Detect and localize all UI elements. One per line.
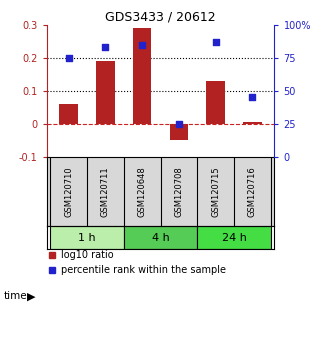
Bar (170, 124, 188, 140)
Point (250, 95, 255, 100)
Text: time: time (3, 291, 27, 301)
Text: log10 ratio: log10 ratio (61, 250, 114, 261)
Point (213, 39, 218, 45)
Text: 24 h: 24 h (221, 233, 247, 242)
Text: GSM120708: GSM120708 (174, 166, 183, 217)
Bar (133, 28, 151, 124)
Point (140, 42, 145, 47)
Text: percentile rank within the sample: percentile rank within the sample (61, 265, 226, 275)
Bar (243, 122, 262, 124)
Point (103, 44, 108, 50)
Text: 1 h: 1 h (78, 233, 96, 242)
Bar (96, 61, 115, 124)
Title: GDS3433 / 20612: GDS3433 / 20612 (105, 11, 216, 24)
Bar (59, 104, 78, 124)
Text: GSM120648: GSM120648 (138, 166, 147, 217)
Text: GSM120710: GSM120710 (64, 166, 73, 217)
Text: 4 h: 4 h (152, 233, 169, 242)
Bar (197, 226, 271, 250)
Text: GSM120715: GSM120715 (211, 166, 220, 217)
Point (176, 121, 181, 127)
Bar (124, 226, 197, 250)
Point (66, 55, 71, 61)
Bar (50, 226, 124, 250)
Text: GSM120716: GSM120716 (248, 166, 257, 217)
Text: GSM120711: GSM120711 (101, 166, 110, 217)
Text: ▶: ▶ (27, 291, 36, 301)
Bar (206, 81, 225, 124)
